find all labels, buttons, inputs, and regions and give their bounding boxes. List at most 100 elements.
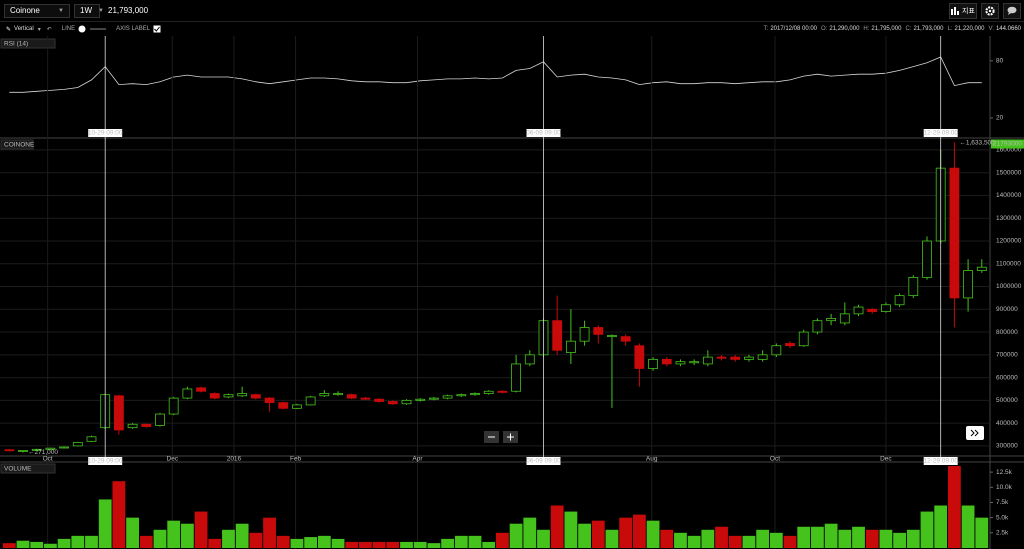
candle-body: [264, 397, 275, 404]
volume-bar: [783, 535, 797, 548]
candle-body: [113, 395, 124, 431]
volume-bar: [906, 529, 920, 548]
volume-bar: [85, 535, 98, 548]
candle-body: [771, 345, 782, 356]
volume-bar: [290, 538, 304, 548]
volume-bar: [468, 535, 482, 548]
candle-body: [401, 399, 412, 405]
candle-body: [894, 295, 905, 306]
line-toggle[interactable]: [78, 25, 108, 33]
volume-bar: [304, 537, 318, 548]
crosshair-tag: [88, 457, 123, 465]
candle-body: [182, 388, 193, 399]
market-select[interactable]: Coinone ▼: [4, 3, 70, 18]
volume-bar: [701, 529, 715, 548]
volume-bar: [578, 523, 591, 548]
volume-bar: [961, 505, 975, 548]
volume-bar: [687, 535, 701, 548]
candle-body: [812, 320, 823, 333]
volume-bar: [797, 526, 811, 548]
volume-bar: [742, 535, 756, 548]
candle-body: [442, 395, 453, 399]
volume-bar: [454, 535, 468, 548]
crosshair-label: 12-29 09:00: [923, 458, 958, 465]
volume-bar: [2, 543, 16, 548]
ohlc-label: H:: [863, 26, 870, 32]
y-tick-label: 300000: [996, 443, 1018, 450]
candle-body: [456, 394, 467, 397]
volume-bar: [16, 540, 30, 548]
annotation: ←271,000: [28, 449, 58, 456]
candle-body: [922, 240, 932, 278]
candle-body: [853, 306, 864, 315]
interval: 1W: [80, 6, 92, 15]
candle-body: [278, 402, 289, 409]
indicator-button[interactable]: 지표: [949, 2, 977, 19]
volume-bar: [674, 532, 687, 548]
volume-bar: [646, 520, 660, 548]
pencil-icon: ✎: [6, 26, 12, 33]
volume-bar: [427, 543, 441, 548]
volume-bar: [98, 499, 112, 548]
scroll-right[interactable]: [966, 426, 984, 440]
y-tick-label: 10.0k: [996, 484, 1013, 491]
volume-bar: [180, 523, 194, 548]
candle-body: [429, 397, 439, 400]
candle-body: [360, 397, 371, 400]
candle-body: [648, 358, 658, 369]
volume-bar: [838, 529, 852, 548]
ohlc-label: C:: [905, 26, 912, 32]
candle-body: [908, 277, 919, 297]
volume-bar: [153, 529, 167, 548]
candle-body: [949, 167, 960, 299]
y-tick-label: 800000: [996, 329, 1018, 336]
volume-bar: [591, 520, 605, 548]
volume-bar: [372, 541, 386, 548]
candle-body: [593, 327, 604, 335]
y-tick-label: 400000: [996, 420, 1018, 427]
y-tick-label: 7.5k: [996, 499, 1009, 506]
candle-body: [826, 318, 837, 322]
y-tick-label: 900000: [996, 306, 1018, 313]
settings-button[interactable]: [981, 2, 999, 19]
ohlc-value: 21,290,000: [829, 26, 860, 32]
candle-body: [716, 356, 727, 359]
y-tick-label: 5.0k: [996, 514, 1009, 521]
candle-body: [209, 393, 220, 399]
crosshair-tag: [526, 129, 561, 137]
y-tick-label: 1100000: [996, 260, 1021, 267]
annotation: ←1,633,500: [959, 140, 995, 147]
candle-body: [250, 394, 261, 399]
crosshair-label: 06-09 09:00: [526, 458, 561, 465]
legend-bg: [0, 38, 56, 49]
y-tick-label: 2.5k: [996, 530, 1009, 537]
y-tick-label: 1600000: [996, 147, 1022, 154]
crosshair-tag: [526, 457, 561, 465]
panel-title: RSI (14): [4, 41, 28, 48]
y-tick-label: 80: [996, 58, 1004, 65]
line-label: LINE: [61, 26, 76, 32]
y-tick-label: 12.5k: [996, 469, 1013, 476]
x-tick-label: Oct: [43, 456, 53, 463]
chat-button[interactable]: [1003, 2, 1021, 19]
interval-select[interactable]: 1W ▼: [74, 3, 104, 18]
volume-bar: [167, 520, 181, 548]
volume-bar: [605, 529, 619, 548]
volume-bar: [619, 517, 633, 548]
volume-bar: [359, 541, 372, 548]
candle-body: [867, 308, 878, 312]
volume-bar: [728, 535, 742, 548]
volume-bar: [947, 466, 961, 548]
undo-icon[interactable]: ↶: [46, 26, 52, 33]
x-tick-label: Oct: [770, 456, 780, 463]
volume-bar: [632, 514, 646, 548]
candle-body: [305, 396, 316, 406]
candle-body: [634, 345, 645, 369]
crosshair-label: 10-29 09:00: [88, 458, 123, 465]
drawing-tool[interactable]: Vertical: [14, 26, 34, 32]
x-tick-label: Feb: [290, 456, 302, 463]
chart-area: RSI (14) 20 80 COINONE 300000 400000 500000 600…: [0, 36, 1024, 549]
candle-body: [757, 354, 768, 360]
axis-checkbox[interactable]: [153, 25, 161, 33]
